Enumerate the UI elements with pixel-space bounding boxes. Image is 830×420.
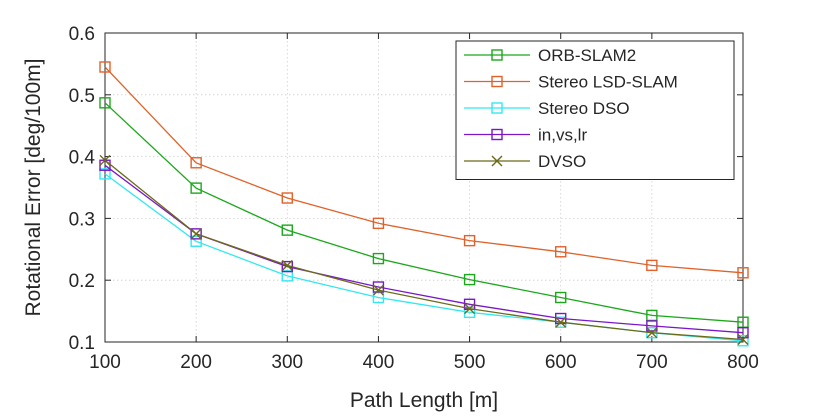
y-tick-label: 0.4: [69, 148, 96, 169]
series-orb-slam2: [99, 97, 749, 328]
data-point-stereo-dso: [190, 235, 202, 247]
marker-stroke: [737, 334, 749, 346]
legend: ORB-SLAM2 Stereo LSD-SLAM Stereo DSO in,vs,…: [455, 40, 735, 180]
data-point-stereo-lsd-slam: [463, 234, 476, 247]
y-axis-label: Rotational Error [deg/100m]: [22, 59, 45, 317]
series-line-dvso: [104, 159, 744, 341]
data-point-dvso: [464, 303, 476, 315]
data-point-in-vs-lr: [555, 312, 567, 325]
plot-frame: [104, 32, 744, 343]
x-axis-label: Path Length [m]: [350, 389, 498, 412]
legend-swatch-marker: [491, 128, 503, 141]
series-layer: [99, 61, 749, 347]
data-point-orb-slam2: [372, 252, 385, 265]
data-point-orb-slam2: [463, 273, 476, 286]
legend-swatch-marker: [491, 49, 503, 61]
data-point-dvso: [737, 334, 749, 346]
data-point-stereo-lsd-slam: [555, 246, 567, 258]
data-point-stereo-lsd-slam: [372, 217, 385, 230]
legend-label: DVSO: [538, 152, 586, 171]
marker-stroke: [99, 154, 111, 166]
data-point-dvso: [99, 154, 111, 166]
data-point-stereo-lsd-slam: [281, 192, 293, 204]
x-tick-label: 800: [727, 352, 759, 373]
data-point-orb-slam2: [281, 224, 293, 236]
legend-label: Stereo DSO: [538, 99, 630, 118]
legend-item-in-vs-lr: in,vs,lr: [464, 126, 587, 145]
x-tick-label: 400: [363, 352, 395, 373]
legend-item-stereo-lsd-slam: Stereo LSD-SLAM: [464, 73, 678, 92]
x-tick-label: 200: [180, 352, 212, 373]
data-point-dvso: [281, 259, 293, 271]
data-point-stereo-dso: [99, 168, 111, 180]
data-point-in-vs-lr: [372, 281, 385, 293]
marker-stroke: [464, 303, 476, 315]
marker-stroke: [281, 259, 293, 271]
y-tick-label: 0.3: [69, 209, 95, 230]
legend-item-stereo-dso: Stereo DSO: [464, 99, 630, 118]
legend-label: Stereo LSD-SLAM: [538, 73, 678, 92]
x-tick-label: 700: [636, 352, 668, 373]
data-point-dvso: [555, 316, 567, 328]
data-point-dvso: [372, 284, 384, 296]
series-line-stereo-lsd-slam: [104, 66, 744, 274]
x-tick-label: 600: [545, 352, 577, 373]
data-point-dvso: [190, 228, 202, 240]
y-tick-label: 0.5: [69, 86, 95, 107]
series-stereo-lsd-slam: [99, 61, 749, 279]
series-line-orb-slam2: [104, 102, 744, 323]
x-tick-label: 300: [271, 352, 303, 373]
marker-stroke: [646, 327, 658, 339]
data-point-stereo-dso: [463, 306, 476, 319]
data-point-in-vs-lr: [646, 320, 658, 332]
series-stereo-dso: [99, 168, 749, 347]
data-point-stereo-lsd-slam: [190, 157, 202, 169]
data-point-stereo-lsd-slam: [646, 259, 658, 272]
legend-item-dvso: DVSO: [464, 152, 586, 171]
marker-stroke: [190, 228, 202, 240]
axis-ticks: 100 200 300 400 500 600 700 800 0.1 0.2 0.3 0.4 0.5 0…: [69, 24, 759, 373]
data-point-orb-slam2: [555, 291, 567, 304]
series-dvso: [99, 154, 749, 346]
y-tick-label: 0.6: [69, 24, 95, 45]
marker-stroke: [555, 316, 567, 328]
data-point-stereo-dso: [737, 335, 749, 347]
legend-label: in,vs,lr: [538, 126, 587, 145]
data-point-in-vs-lr: [737, 327, 749, 339]
x-tick-label: 500: [454, 352, 486, 373]
data-point-stereo-lsd-slam: [737, 267, 749, 279]
data-point-in-vs-lr: [190, 228, 202, 240]
data-point-stereo-dso: [281, 270, 293, 282]
data-point-stereo-lsd-slam: [99, 61, 111, 73]
marker-stroke: [491, 155, 503, 167]
legend-swatch-marker: [491, 102, 503, 114]
legend-swatch-marker: [491, 155, 503, 167]
legend-label: ORB-SLAM2: [538, 46, 636, 65]
marker-stroke: [372, 284, 384, 296]
data-point-orb-slam2: [99, 97, 111, 109]
y-tick-label: 0.1: [69, 333, 95, 354]
data-point-dvso: [646, 327, 658, 339]
y-tick-label: 0.2: [69, 271, 95, 292]
x-tick-label: 100: [89, 352, 121, 373]
legend-item-orb-slam2: ORB-SLAM2: [464, 46, 636, 65]
legend-swatch-marker: [491, 75, 503, 88]
data-point-orb-slam2: [190, 182, 202, 194]
